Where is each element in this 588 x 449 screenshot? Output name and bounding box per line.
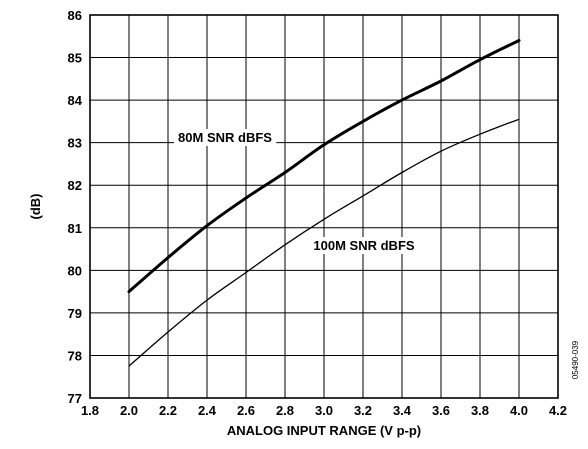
y-tick-label: 86 (68, 8, 82, 23)
figure-id: 05490-039 (571, 340, 580, 379)
x-tick-label: 2.0 (120, 403, 138, 418)
series-label-100m-background (309, 237, 419, 254)
y-tick-label: 84 (68, 93, 83, 108)
y-tick-label: 82 (68, 178, 82, 193)
series-label-80m-group: 80M SNR dBFS (174, 129, 277, 146)
y-tick-label: 83 (68, 136, 82, 151)
grid-lines (90, 15, 558, 398)
x-tick-label: 3.2 (354, 403, 372, 418)
series-line-100m-snr (128, 118, 520, 367)
series-lines (127, 39, 521, 367)
series-line-80m-snr (127, 39, 521, 294)
x-tick-label: 4.0 (510, 403, 528, 418)
plot-frame (89, 14, 559, 399)
y-tick-label: 79 (68, 306, 82, 321)
series-label-100m-group: 100M SNR dBFS (309, 237, 419, 254)
y-tick-label: 81 (68, 221, 82, 236)
x-tick-label: 2.6 (237, 403, 255, 418)
y-tick-label: 78 (68, 348, 82, 363)
series-label-100m: 100M SNR dBFS (313, 238, 414, 253)
x-tick-label: 3.6 (432, 403, 450, 418)
y-tick-label: 77 (68, 391, 82, 406)
x-tick-label: 2.2 (159, 403, 177, 418)
x-tick-label: 3.4 (393, 403, 412, 418)
x-tick-label: 3.0 (315, 403, 333, 418)
y-axis-label: (dB) (28, 194, 43, 220)
x-tick-label: 3.8 (471, 403, 489, 418)
x-tick-label: 4.2 (549, 403, 567, 418)
x-tick-label: 2.8 (276, 403, 294, 418)
tick-labels: 1.8 2.0 2.2 2.4 2.6 2.8 3.0 3.2 3.4 3.6 3.8 4.0 4.2 7… (68, 8, 568, 418)
y-tick-label: 80 (68, 263, 82, 278)
y-tick-label: 85 (68, 51, 82, 66)
x-tick-label: 2.4 (198, 403, 217, 418)
x-axis-label: ANALOG INPUT RANGE (V p-p) (227, 423, 421, 438)
series-label-80m-background (174, 129, 277, 146)
x-tick-label: 1.8 (81, 403, 99, 418)
series-label-80m: 80M SNR dBFS (178, 130, 272, 145)
